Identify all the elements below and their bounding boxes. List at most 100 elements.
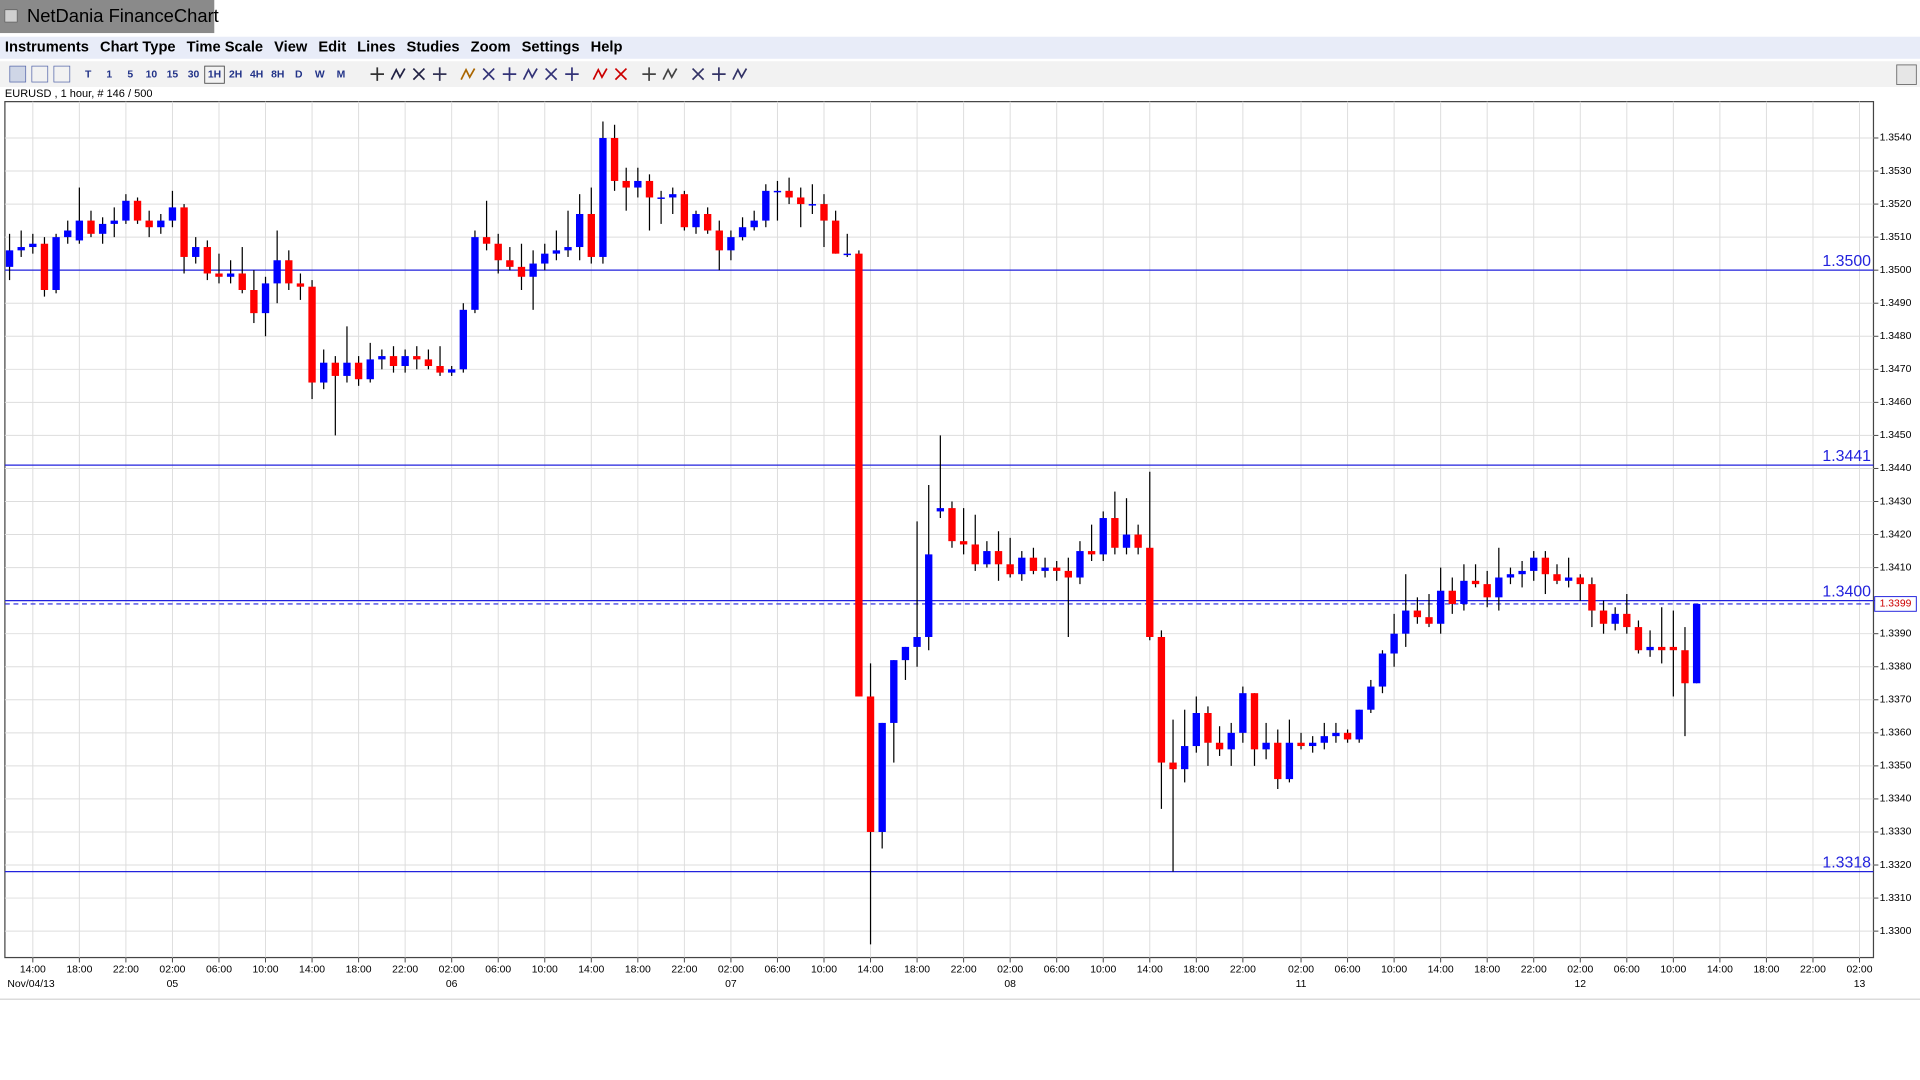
tool-icon[interactable] <box>691 67 705 81</box>
candle-body <box>1134 534 1142 548</box>
x-tick-label: 14:00 <box>578 965 604 976</box>
timescale-button[interactable]: 10 <box>146 69 158 80</box>
y-tick-label: 1.3480 <box>1880 331 1912 342</box>
tool-glyph <box>592 67 608 80</box>
tool-icon[interactable] <box>642 67 656 81</box>
app-icon <box>4 9 18 23</box>
y-tick-label: 1.3410 <box>1880 562 1912 573</box>
candle-body <box>773 190 782 193</box>
title-tab <box>0 0 215 34</box>
candle-body <box>1355 709 1363 740</box>
timescale-button[interactable]: T <box>85 69 92 80</box>
candle-body <box>575 213 584 248</box>
menu-item[interactable]: Time Scale <box>187 40 263 56</box>
candle-body <box>1436 590 1445 624</box>
candle-body <box>1181 746 1189 770</box>
candle-body <box>1250 693 1259 750</box>
x-tick-label: 14:00 <box>299 965 325 976</box>
tool-icon[interactable] <box>502 67 517 81</box>
tool-icon[interactable] <box>432 67 447 81</box>
timescale-button[interactable]: 2H <box>229 69 242 80</box>
menu-item[interactable]: Settings <box>522 40 580 56</box>
candle-body <box>738 227 747 238</box>
candle-body <box>1204 713 1212 743</box>
tool-icon[interactable] <box>565 67 579 81</box>
level-label: 1.3441 <box>1822 448 1871 465</box>
menu-item[interactable]: Chart Type <box>100 40 176 56</box>
tool-icon[interactable] <box>712 67 726 81</box>
candle-body <box>599 137 607 257</box>
x-tick-label: 22:00 <box>671 965 697 976</box>
candle-body <box>1669 646 1678 651</box>
x-tick-label: 02:00 <box>439 965 465 976</box>
timescale-button[interactable]: 4H <box>250 69 263 80</box>
panel-button[interactable] <box>1896 64 1917 85</box>
y-tick-label: 1.3420 <box>1880 529 1912 540</box>
x-tick-label: 10:00 <box>532 965 558 976</box>
candle-body <box>378 356 386 360</box>
candle-body <box>913 636 921 647</box>
menu-item[interactable]: Zoom <box>471 40 511 56</box>
x-date-label: Nov/04/13 <box>7 979 55 990</box>
candle-body <box>1448 590 1456 604</box>
candle-body <box>1483 584 1491 598</box>
x-tick-label: 06:00 <box>1614 965 1640 976</box>
x-tick-label: 14:00 <box>20 965 46 976</box>
menu-item[interactable]: Lines <box>357 40 395 56</box>
tool-icon[interactable] <box>370 67 385 81</box>
candle-body <box>17 247 25 251</box>
timescale-button[interactable]: 30 <box>188 69 200 80</box>
candle-body <box>331 362 340 376</box>
tool-icon[interactable] <box>9 65 27 83</box>
tool-icon[interactable] <box>592 67 608 80</box>
timescale-button[interactable]: M <box>337 69 346 80</box>
x-tick-label: 18:00 <box>66 965 92 976</box>
timescale-button[interactable]: 15 <box>167 69 179 80</box>
tool-icon[interactable] <box>545 67 558 81</box>
tool-icon[interactable] <box>460 67 476 80</box>
timescale-button[interactable]: W <box>315 69 325 80</box>
candle-body <box>1308 742 1317 747</box>
current-price-box <box>1874 596 1917 612</box>
timescale-button[interactable]: D <box>295 69 303 80</box>
menu-item[interactable]: Studies <box>407 40 460 56</box>
tool-icon[interactable] <box>53 65 71 83</box>
tool-icon[interactable] <box>662 67 678 80</box>
x-tick-label: 02:00 <box>1846 965 1872 976</box>
tool-icon[interactable] <box>732 67 748 80</box>
tool-icon[interactable] <box>522 67 538 80</box>
menu-item[interactable]: Edit <box>318 40 346 56</box>
candle-body <box>797 197 805 205</box>
timescale-button[interactable]: 1 <box>106 69 112 80</box>
candle-body <box>1157 636 1166 763</box>
timescale-button[interactable]: 8H <box>271 69 284 80</box>
candle-body <box>1320 736 1328 743</box>
candle-body <box>1564 577 1573 581</box>
candle-body <box>401 356 409 367</box>
candle-body <box>52 237 60 291</box>
tool-icon[interactable] <box>31 65 49 83</box>
candle-body <box>320 362 328 383</box>
timescale-button[interactable]: 1H <box>208 69 221 80</box>
tool-icon[interactable] <box>390 67 406 80</box>
candle-body <box>459 309 467 370</box>
candle-body <box>878 722 886 832</box>
tool-icon[interactable] <box>614 67 628 81</box>
candle-body <box>75 220 84 241</box>
menu-item[interactable]: View <box>274 40 308 56</box>
candle-body <box>1390 633 1398 654</box>
x-tick-label: 22:00 <box>392 965 418 976</box>
candle-body <box>866 696 875 832</box>
menu-item[interactable]: Help <box>591 40 623 56</box>
candle-body <box>145 220 153 228</box>
candle-body <box>1076 551 1084 578</box>
tool-icon[interactable] <box>482 67 495 81</box>
menu-item[interactable]: Instruments <box>5 40 89 56</box>
candle-body <box>808 204 817 206</box>
candles <box>5 121 1701 945</box>
x-tick-label: 14:00 <box>1137 965 1163 976</box>
tool-icon[interactable] <box>412 67 426 81</box>
timescale-button[interactable]: 5 <box>127 69 133 80</box>
candle-body <box>843 253 851 256</box>
candle-body <box>238 273 246 291</box>
